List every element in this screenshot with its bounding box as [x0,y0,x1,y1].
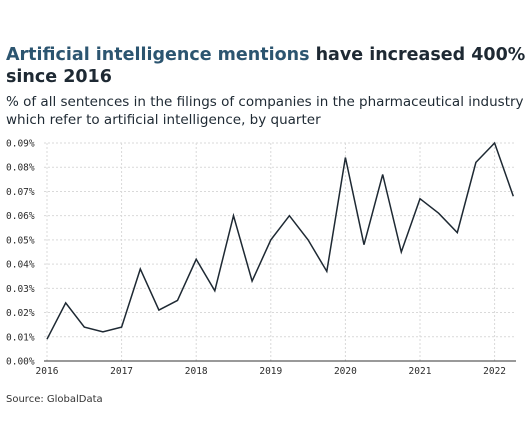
y-tick-label: 0.00% [6,357,35,368]
y-tick-label: 0.01% [6,332,35,343]
x-tick-label: 2021 [409,366,432,377]
y-axis-ticks: 0.00% 0.01% 0.02% 0.03% 0.04% 0.05% 0.06% 0.07%… [6,139,35,368]
x-tick-label: 2019 [259,366,282,377]
x-tick-label: 2022 [483,366,506,377]
source-note: Source: GlobalData [6,394,103,405]
y-tick-label: 0.06% [6,211,35,222]
y-tick-label: 0.08% [6,163,35,174]
y-tick-label: 0.05% [6,235,35,246]
x-axis-ticks: 2016 2017 2018 2019 2020 2021 2022 [36,366,506,377]
x-tick-label: 2020 [334,366,357,377]
series-group [46,141,515,340]
y-tick-label: 0.07% [6,187,35,198]
chart-title-highlight: Artificial intelligence mentions [6,45,310,65]
x-tick-label: 2018 [185,366,208,377]
x-tick-label: 2017 [110,366,133,377]
grid-lines [44,142,516,361]
chart-subtitle: % of all sentences in the filings of com… [6,94,524,128]
chart-title: Artificial intelligence mentions have in… [6,44,526,88]
y-tick-label: 0.04% [6,260,35,271]
y-tick-label: 0.09% [6,139,35,150]
series-line [46,141,515,340]
y-tick-label: 0.02% [6,308,35,319]
y-tick-label: 0.03% [6,284,35,295]
chart-title-rest: have increased 400% since 2016 [6,45,526,87]
x-tick-label: 2016 [36,366,59,377]
